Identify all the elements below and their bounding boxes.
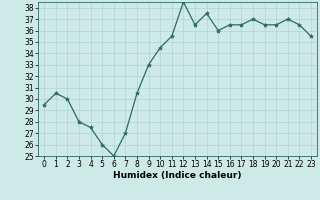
X-axis label: Humidex (Indice chaleur): Humidex (Indice chaleur) [113,171,242,180]
